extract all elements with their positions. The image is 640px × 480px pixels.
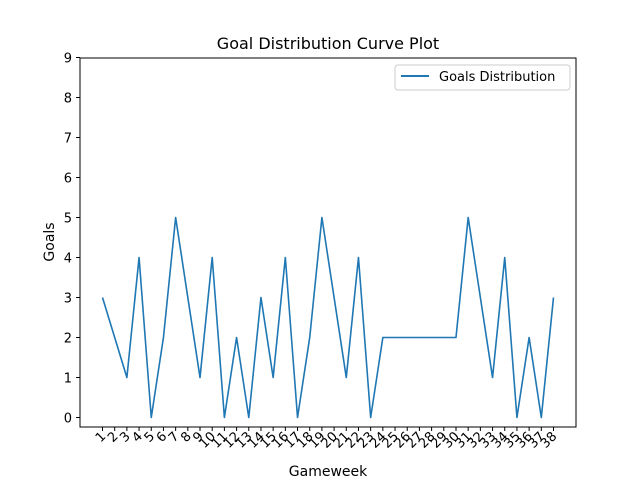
legend: Goals Distribution	[394, 64, 571, 91]
y-tick-label: 8	[64, 92, 72, 107]
x-axis-label: Gameweek	[289, 464, 368, 480]
y-tick-label: 9	[64, 52, 72, 67]
y-tick-label: 3	[64, 292, 72, 307]
series-line-goals-distribution	[101, 216, 555, 419]
y-tick-label: 6	[64, 172, 72, 187]
y-tick-label: 7	[64, 132, 72, 147]
chart-title: Goal Distribution Curve Plot	[217, 34, 439, 53]
y-tick-label: 2	[64, 332, 72, 347]
y-tick-label: 1	[64, 372, 72, 387]
legend-label-goals-distribution: Goals Distribution	[439, 70, 555, 85]
y-tick-label: 4	[64, 252, 72, 267]
y-tick-label: 0	[64, 412, 72, 427]
legend-box	[394, 64, 571, 91]
axes-frame	[79, 57, 577, 428]
plot-area: 0123456789123456789101112131415161718192…	[64, 52, 561, 452]
y-axis-label: Goals	[42, 222, 58, 261]
y-tick-label: 5	[64, 212, 72, 227]
